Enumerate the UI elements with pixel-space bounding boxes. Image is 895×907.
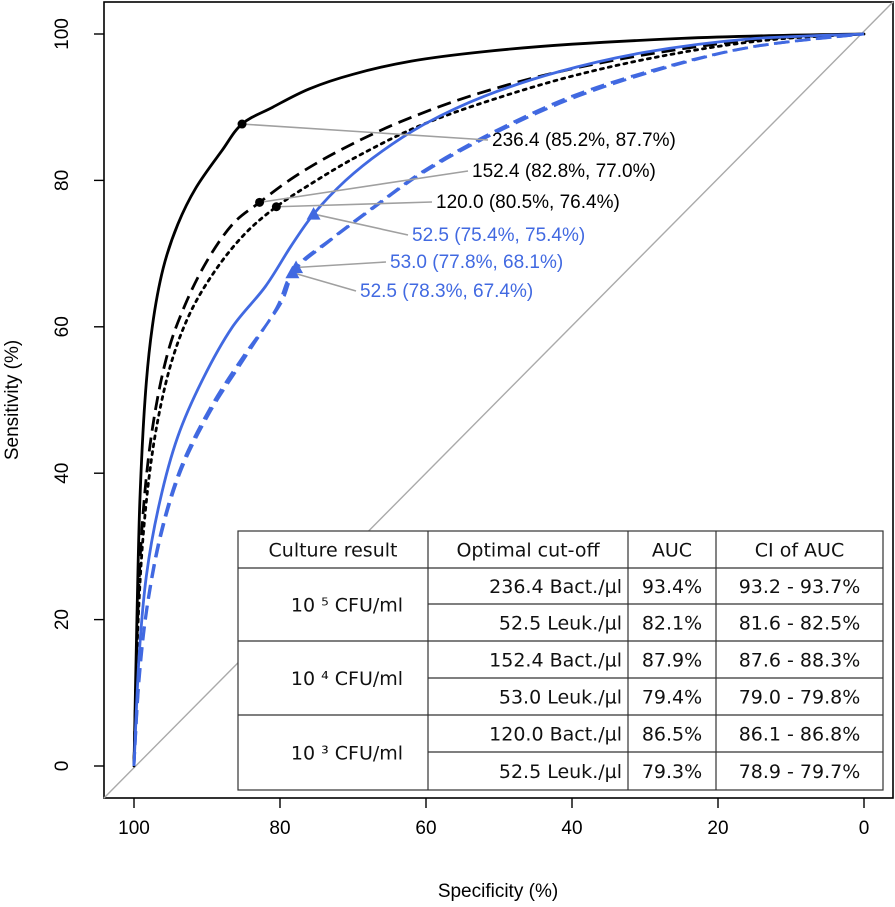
table-ci-cell: 81.6 - 82.5% — [739, 613, 861, 635]
reference-diagonal — [103, 1, 894, 799]
y-tick-label: 0 — [52, 761, 73, 772]
x-tick-label: 20 — [707, 818, 728, 839]
leader-line-2 — [259, 170, 469, 204]
x-axis-label: Specificity (%) — [438, 881, 558, 902]
y-tick-label: 80 — [52, 170, 73, 191]
cutoff-label-1: 236.4 (85.2%, 87.7%) — [492, 130, 676, 151]
roc-curve-3 — [132, 32, 866, 768]
y-tick-label: 20 — [52, 609, 73, 630]
table-auc-cell: 86.5% — [642, 724, 702, 746]
table-auc-cell: 79.3% — [642, 761, 702, 783]
table-header-cell: AUC — [652, 540, 692, 562]
cutoff-marker-6 — [285, 265, 300, 279]
table-ci-cell: 78.9 - 79.7% — [739, 761, 861, 783]
table-cutoff-cell: 236.4 Bact./µl — [489, 576, 622, 598]
cutoff-marker-3 — [271, 202, 281, 212]
cutoff-marker-4 — [306, 207, 321, 220]
table-header-cell: Culture result — [269, 540, 398, 562]
x-tick-label: 80 — [269, 818, 290, 839]
table-cutoff-cell: 120.0 Bact./µl — [489, 724, 622, 746]
table-auc-cell: 79.4% — [642, 687, 702, 709]
roc-curve-4 — [132, 32, 865, 767]
table-cutoff-cell: 53.0 Leuk./µl — [499, 687, 622, 709]
leader-line-5 — [296, 261, 387, 269]
y-axis-label: Sensitivity (%) — [2, 340, 23, 460]
cutoff-label-2: 152.4 (82.8%, 77.0%) — [472, 161, 656, 182]
table-ci-cell: 93.2 - 93.7% — [739, 576, 861, 598]
x-tick-label: 0 — [859, 818, 870, 839]
cutoff-label-3: 120.0 (80.5%, 76.4%) — [436, 192, 620, 213]
table-culture-cell: 10 ⁴ CFU/ml — [291, 668, 403, 690]
y-tick-label: 40 — [52, 463, 73, 484]
results-table — [237, 530, 884, 791]
cutoff-label-5: 53.0 (77.8%, 68.1%) — [390, 252, 563, 273]
leader-line-1 — [241, 123, 489, 141]
leader-line-4 — [313, 213, 409, 236]
y-tick-label: 100 — [52, 18, 73, 50]
plot-frame — [103, 1, 894, 799]
cutoff-label-6: 52.5 (78.3%, 67.4%) — [360, 281, 533, 302]
table-cutoff-cell: 52.5 Leuk./µl — [499, 613, 622, 635]
table-auc-cell: 82.1% — [642, 613, 702, 635]
cutoff-marker-1 — [237, 119, 247, 129]
table-header-cell: CI of AUC — [755, 540, 844, 562]
cutoff-label-4: 52.5 (75.4%, 75.4%) — [412, 225, 585, 246]
cutoff-marker-2 — [255, 197, 265, 207]
table-auc-cell: 93.4% — [642, 576, 702, 598]
x-tick-label: 60 — [415, 818, 436, 839]
table-ci-cell: 86.1 - 86.8% — [739, 724, 861, 746]
x-tick-label: 100 — [118, 818, 150, 839]
leader-line-6 — [292, 271, 357, 292]
table-ci-cell: 87.6 - 88.3% — [739, 650, 861, 672]
table-cutoff-cell: 52.5 Leuk./µl — [499, 761, 622, 783]
table-cutoff-cell: 152.4 Bact./µl — [489, 650, 622, 672]
y-tick-label: 60 — [52, 316, 73, 337]
table-auc-cell: 87.9% — [642, 650, 702, 672]
leader-line-3 — [276, 201, 433, 208]
table-culture-cell: 10 ⁵ CFU/ml — [291, 595, 403, 617]
x-tick-label: 40 — [561, 818, 582, 839]
table-header-cell: Optimal cut-off — [456, 540, 600, 562]
table-ci-cell: 79.0 - 79.8% — [739, 687, 861, 709]
table-culture-cell: 10 ³ CFU/ml — [291, 743, 403, 765]
